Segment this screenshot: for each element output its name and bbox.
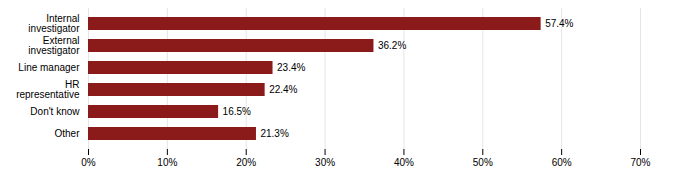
- svg-text:36.2%: 36.2%: [378, 40, 406, 51]
- svg-text:21.3%: 21.3%: [260, 128, 288, 139]
- svg-text:Line manager: Line manager: [18, 62, 80, 73]
- svg-text:40%: 40%: [394, 157, 414, 168]
- svg-text:HRrepresentative: HRrepresentative: [16, 79, 80, 100]
- svg-text:57.4%: 57.4%: [545, 18, 573, 29]
- svg-text:10%: 10%: [157, 157, 177, 168]
- svg-text:50%: 50%: [473, 157, 493, 168]
- svg-text:Don't know: Don't know: [30, 106, 80, 117]
- svg-text:22.4%: 22.4%: [269, 84, 297, 95]
- svg-text:Other: Other: [54, 128, 80, 139]
- svg-text:Externalinvestigator: Externalinvestigator: [28, 35, 80, 56]
- svg-text:16.5%: 16.5%: [223, 106, 251, 117]
- svg-text:Internalinvestigator: Internalinvestigator: [28, 13, 80, 34]
- svg-text:23.4%: 23.4%: [277, 62, 305, 73]
- svg-text:20%: 20%: [236, 157, 256, 168]
- svg-text:0%: 0%: [81, 157, 96, 168]
- svg-text:60%: 60%: [552, 157, 572, 168]
- svg-text:30%: 30%: [315, 157, 335, 168]
- svg-text:70%: 70%: [630, 157, 650, 168]
